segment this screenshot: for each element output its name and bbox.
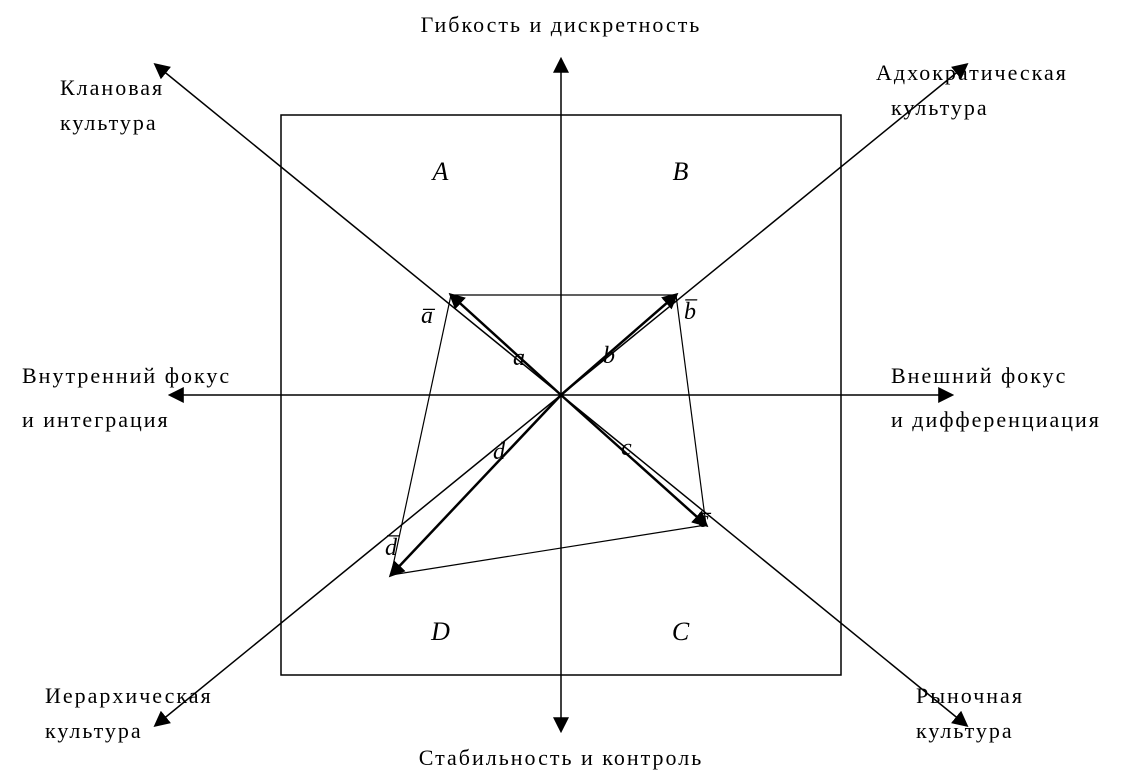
- vec-label-a: a: [513, 345, 526, 371]
- vec-bar-label-b: b̅: [684, 299, 698, 325]
- vec-bar-label-d: d̅: [385, 535, 400, 561]
- axis-label-bottom: Стабильность и контроль: [419, 745, 703, 770]
- axis-label-top: Гибкость и дискретность: [421, 12, 702, 37]
- axis-label-right-1: Внешний фокус: [891, 363, 1067, 388]
- vec-label-b: b: [603, 343, 616, 369]
- vec-bar-label-a: a̅: [421, 303, 436, 329]
- axis-label-right-2: и дифференциация: [891, 407, 1101, 432]
- quadrant-label-a: A: [431, 157, 450, 186]
- axis-label-left-2: и интеграция: [22, 407, 170, 432]
- corner-label-bl-1: Иерархическая: [45, 683, 213, 708]
- corner-label-br-1: Рыночная: [916, 683, 1024, 708]
- quadrant-label-d: D: [430, 617, 451, 646]
- quadrant-label-c: C: [672, 617, 690, 646]
- quadrant-label-b: B: [673, 157, 690, 186]
- vec-label-c: c: [621, 435, 633, 461]
- corner-label-tr-2: культура: [891, 95, 989, 120]
- axis-label-left-1: Внутренний фокус: [22, 363, 231, 388]
- corner-label-tl-2: культура: [60, 110, 158, 135]
- corner-label-tl-1: Клановая: [60, 75, 164, 100]
- corner-label-br-2: культура: [916, 718, 1014, 743]
- corner-label-tr-1: Адхократическая: [876, 60, 1068, 85]
- corner-label-bl-2: культура: [45, 718, 143, 743]
- vec-label-d: d: [493, 439, 506, 465]
